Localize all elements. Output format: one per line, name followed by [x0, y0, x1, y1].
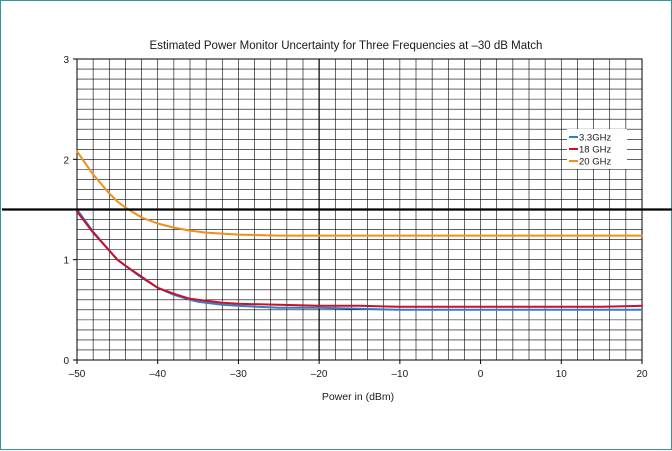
x-tick-label: –40 [149, 369, 166, 380]
legend-label: 3.3GHz [579, 133, 611, 144]
series-line-20-ghz [76, 150, 643, 237]
y-tick-label: 0 [63, 356, 69, 367]
x-tick-label: –20 [311, 369, 328, 380]
y-tick-label: 1 [63, 256, 69, 267]
x-tick-label: 20 [636, 369, 648, 380]
x-axis-label: Power in (dBm) [322, 391, 394, 403]
x-tick-label: –10 [392, 369, 409, 380]
legend-label: 18 GHz [579, 145, 611, 156]
x-tick-label: –50 [69, 369, 86, 380]
y-tick-label: 3 [63, 55, 69, 66]
legend-label: 20 GHz [579, 157, 611, 168]
y-tick-label: 2 [63, 155, 69, 166]
x-tick-label: 10 [556, 369, 568, 380]
chart-title: Estimated Power Monitor Uncertainty for … [150, 40, 543, 52]
x-tick-label: 0 [478, 369, 484, 380]
x-tick-label: –30 [230, 369, 247, 380]
series-line-18-ghz [76, 210, 643, 308]
